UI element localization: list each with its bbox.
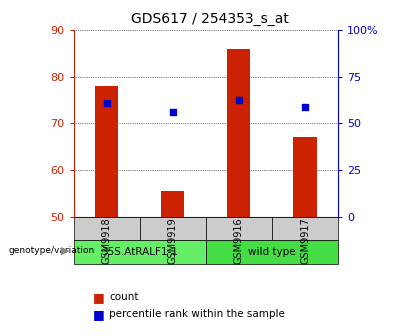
Bar: [206, 240, 338, 264]
Point: [236, 97, 242, 103]
Text: ■: ■: [92, 308, 104, 321]
Text: ▶: ▶: [61, 245, 69, 255]
Bar: [74, 217, 139, 240]
Text: GDS617 / 254353_s_at: GDS617 / 254353_s_at: [131, 12, 289, 26]
Point: [103, 100, 110, 105]
Bar: [227, 49, 250, 217]
Text: GSM9918: GSM9918: [102, 218, 112, 264]
Text: GSM9916: GSM9916: [234, 218, 244, 264]
Bar: [74, 240, 206, 264]
Bar: [161, 191, 184, 217]
Point: [302, 104, 308, 110]
Bar: [206, 217, 272, 240]
Text: percentile rank within the sample: percentile rank within the sample: [109, 309, 285, 319]
Point: [169, 109, 176, 115]
Text: 35S.AtRALF1-1: 35S.AtRALF1-1: [101, 247, 178, 257]
Text: count: count: [109, 292, 139, 302]
Bar: [272, 217, 338, 240]
Text: genotype/variation: genotype/variation: [8, 246, 95, 255]
Text: GSM9917: GSM9917: [300, 218, 310, 264]
Text: GSM9919: GSM9919: [168, 218, 178, 264]
Bar: [95, 86, 118, 217]
Bar: [294, 137, 317, 217]
Text: wild type: wild type: [248, 247, 296, 257]
Text: ■: ■: [92, 291, 104, 304]
Bar: [139, 217, 206, 240]
